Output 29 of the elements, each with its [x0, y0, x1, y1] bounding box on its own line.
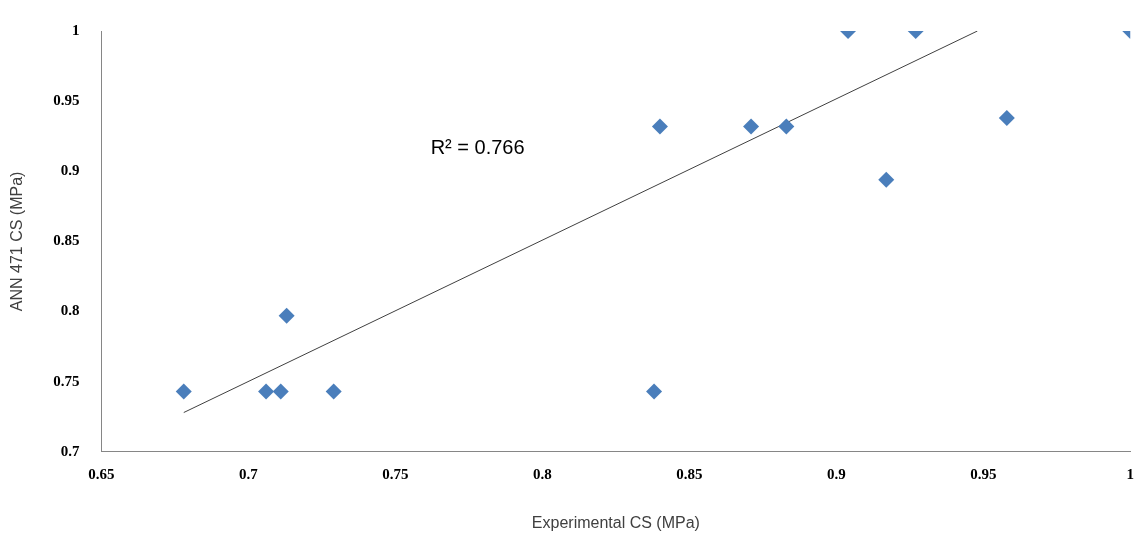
- point: [878, 171, 895, 188]
- annotation: R² = 0.766: [430, 136, 525, 159]
- x-tick-label: 0.9: [826, 465, 846, 482]
- y-tick-label: 0.8: [60, 302, 80, 319]
- x-tick-label: 1: [1126, 465, 1134, 482]
- point: [651, 118, 668, 135]
- x-tick-label: 0.7: [239, 465, 259, 482]
- point: [646, 383, 663, 400]
- x-tick-label: 0.65: [88, 465, 115, 482]
- x-tick-label: 0.85: [676, 465, 703, 482]
- y-tick-label: 0.7: [60, 442, 80, 459]
- y-tick-label: 0.85: [53, 232, 80, 249]
- x-tick-label: 0.95: [970, 465, 997, 482]
- point: [778, 118, 795, 135]
- y-tick-label: 0.9: [60, 162, 80, 179]
- x-axis-title: Experimental CS (MPa): [531, 513, 700, 531]
- point: [743, 118, 760, 135]
- point: [258, 383, 275, 400]
- point: [272, 383, 289, 400]
- x-tick-label: 0.8: [532, 465, 552, 482]
- y-tick-label: 0.75: [53, 372, 80, 389]
- y-tick-label: 1: [71, 21, 80, 38]
- y-axis-title: ANN 471 CS (MPa): [8, 171, 26, 312]
- point: [175, 383, 192, 400]
- point: [998, 109, 1015, 126]
- y-tick-label: 0.95: [53, 92, 80, 109]
- point: [325, 383, 342, 400]
- x-tick-label: 0.75: [382, 465, 409, 482]
- point: [278, 307, 295, 324]
